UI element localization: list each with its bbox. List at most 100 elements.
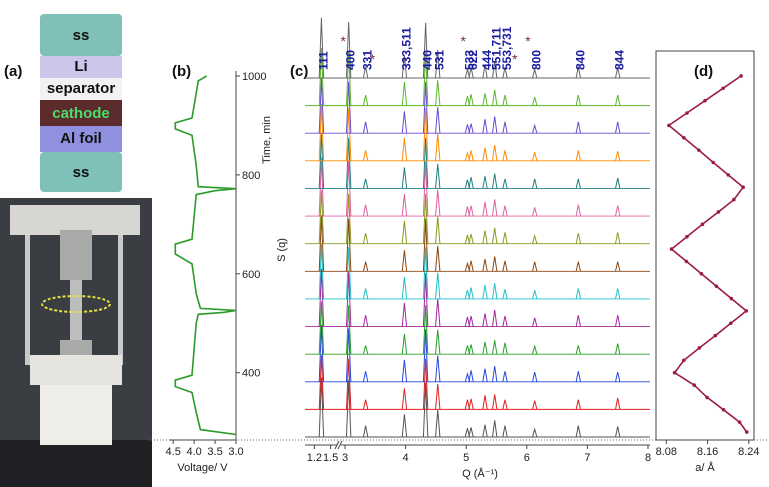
peak [482, 176, 488, 189]
y-axis-title: S (q) [276, 238, 288, 262]
x-tick-label: 8.08 [656, 446, 677, 458]
peak [615, 261, 621, 272]
peak [532, 233, 538, 244]
peak [345, 305, 352, 355]
panel-label: (d) [694, 63, 713, 80]
peak [362, 399, 369, 410]
peak-label: 800 [530, 50, 544, 70]
data-point [744, 309, 749, 313]
peak [318, 103, 325, 161]
x-tick-label: 3.5 [207, 446, 222, 458]
peak [575, 345, 582, 355]
peak [502, 232, 508, 244]
peak [318, 377, 325, 438]
data-point [682, 135, 686, 140]
layer-label: cathode [52, 105, 110, 122]
peak [468, 287, 474, 300]
peak [502, 150, 508, 161]
peak [362, 288, 369, 300]
data-point [684, 259, 689, 264]
peak [422, 273, 429, 327]
data-point [697, 346, 702, 350]
data-point [699, 271, 704, 276]
peak [318, 47, 325, 106]
peak [435, 106, 441, 134]
data-point [714, 284, 719, 288]
impurity-mark: * [370, 51, 376, 67]
peak-label: 840 [573, 50, 587, 70]
data-point [721, 86, 725, 91]
peak [362, 425, 369, 438]
peak [492, 145, 498, 161]
x-tick-label: 4.5 [166, 446, 181, 458]
peak [492, 309, 498, 327]
peak [575, 121, 582, 134]
peak [492, 256, 498, 272]
peak [464, 345, 471, 355]
peak-label: 400 [344, 50, 358, 70]
peak [318, 215, 325, 272]
peak [502, 260, 508, 272]
peak-label: 531 [433, 50, 447, 70]
x-tick-label: 7 [584, 452, 590, 464]
data-point [697, 148, 701, 152]
photo-table [0, 440, 152, 487]
peak [345, 137, 352, 189]
layer-label: ss [73, 164, 90, 181]
peak [464, 234, 471, 244]
peak [575, 261, 582, 272]
peak [422, 22, 429, 79]
photo-rod [118, 235, 123, 365]
peak [532, 317, 538, 327]
peak [468, 123, 474, 134]
data-line [174, 75, 237, 436]
peak [345, 81, 352, 134]
peak [502, 399, 508, 410]
x-tick-label: 3.0 [228, 446, 243, 458]
peak [482, 147, 488, 161]
peak [482, 424, 488, 438]
peak [532, 123, 538, 134]
peak-label: 440 [421, 50, 435, 70]
peak [492, 394, 498, 410]
impurity-mark: * [460, 33, 466, 49]
data-point [739, 74, 743, 78]
data-point [667, 123, 671, 128]
x-tick-label: 3 [342, 452, 348, 464]
data-point [713, 333, 718, 338]
peak [502, 178, 508, 189]
peak [575, 425, 582, 438]
peak [532, 400, 538, 410]
data-point [700, 222, 705, 227]
data-point [729, 296, 734, 301]
peak [362, 204, 369, 217]
peak [468, 370, 474, 382]
layer-box [40, 14, 122, 56]
layer-box [40, 56, 122, 78]
peak [532, 290, 538, 300]
peak [345, 52, 352, 106]
data-point [744, 430, 749, 434]
peak-label: 551,711 [490, 27, 504, 70]
peak [532, 96, 538, 106]
peak [482, 284, 488, 300]
peak [435, 409, 441, 438]
x-tick-label: 6 [524, 452, 530, 464]
photo-rod [25, 235, 30, 365]
impurity-mark: * [525, 33, 531, 49]
peak [401, 302, 408, 327]
x-tick-label: 8 [645, 452, 651, 464]
data-point [703, 98, 707, 103]
peak [468, 427, 474, 438]
photo-base [40, 385, 112, 445]
peak [401, 55, 408, 79]
peak [422, 161, 429, 217]
peak [435, 355, 441, 382]
peak [435, 80, 441, 106]
peak [615, 232, 621, 244]
peak [482, 201, 488, 217]
peak [492, 227, 498, 244]
peak [468, 344, 474, 355]
peak [502, 67, 508, 79]
